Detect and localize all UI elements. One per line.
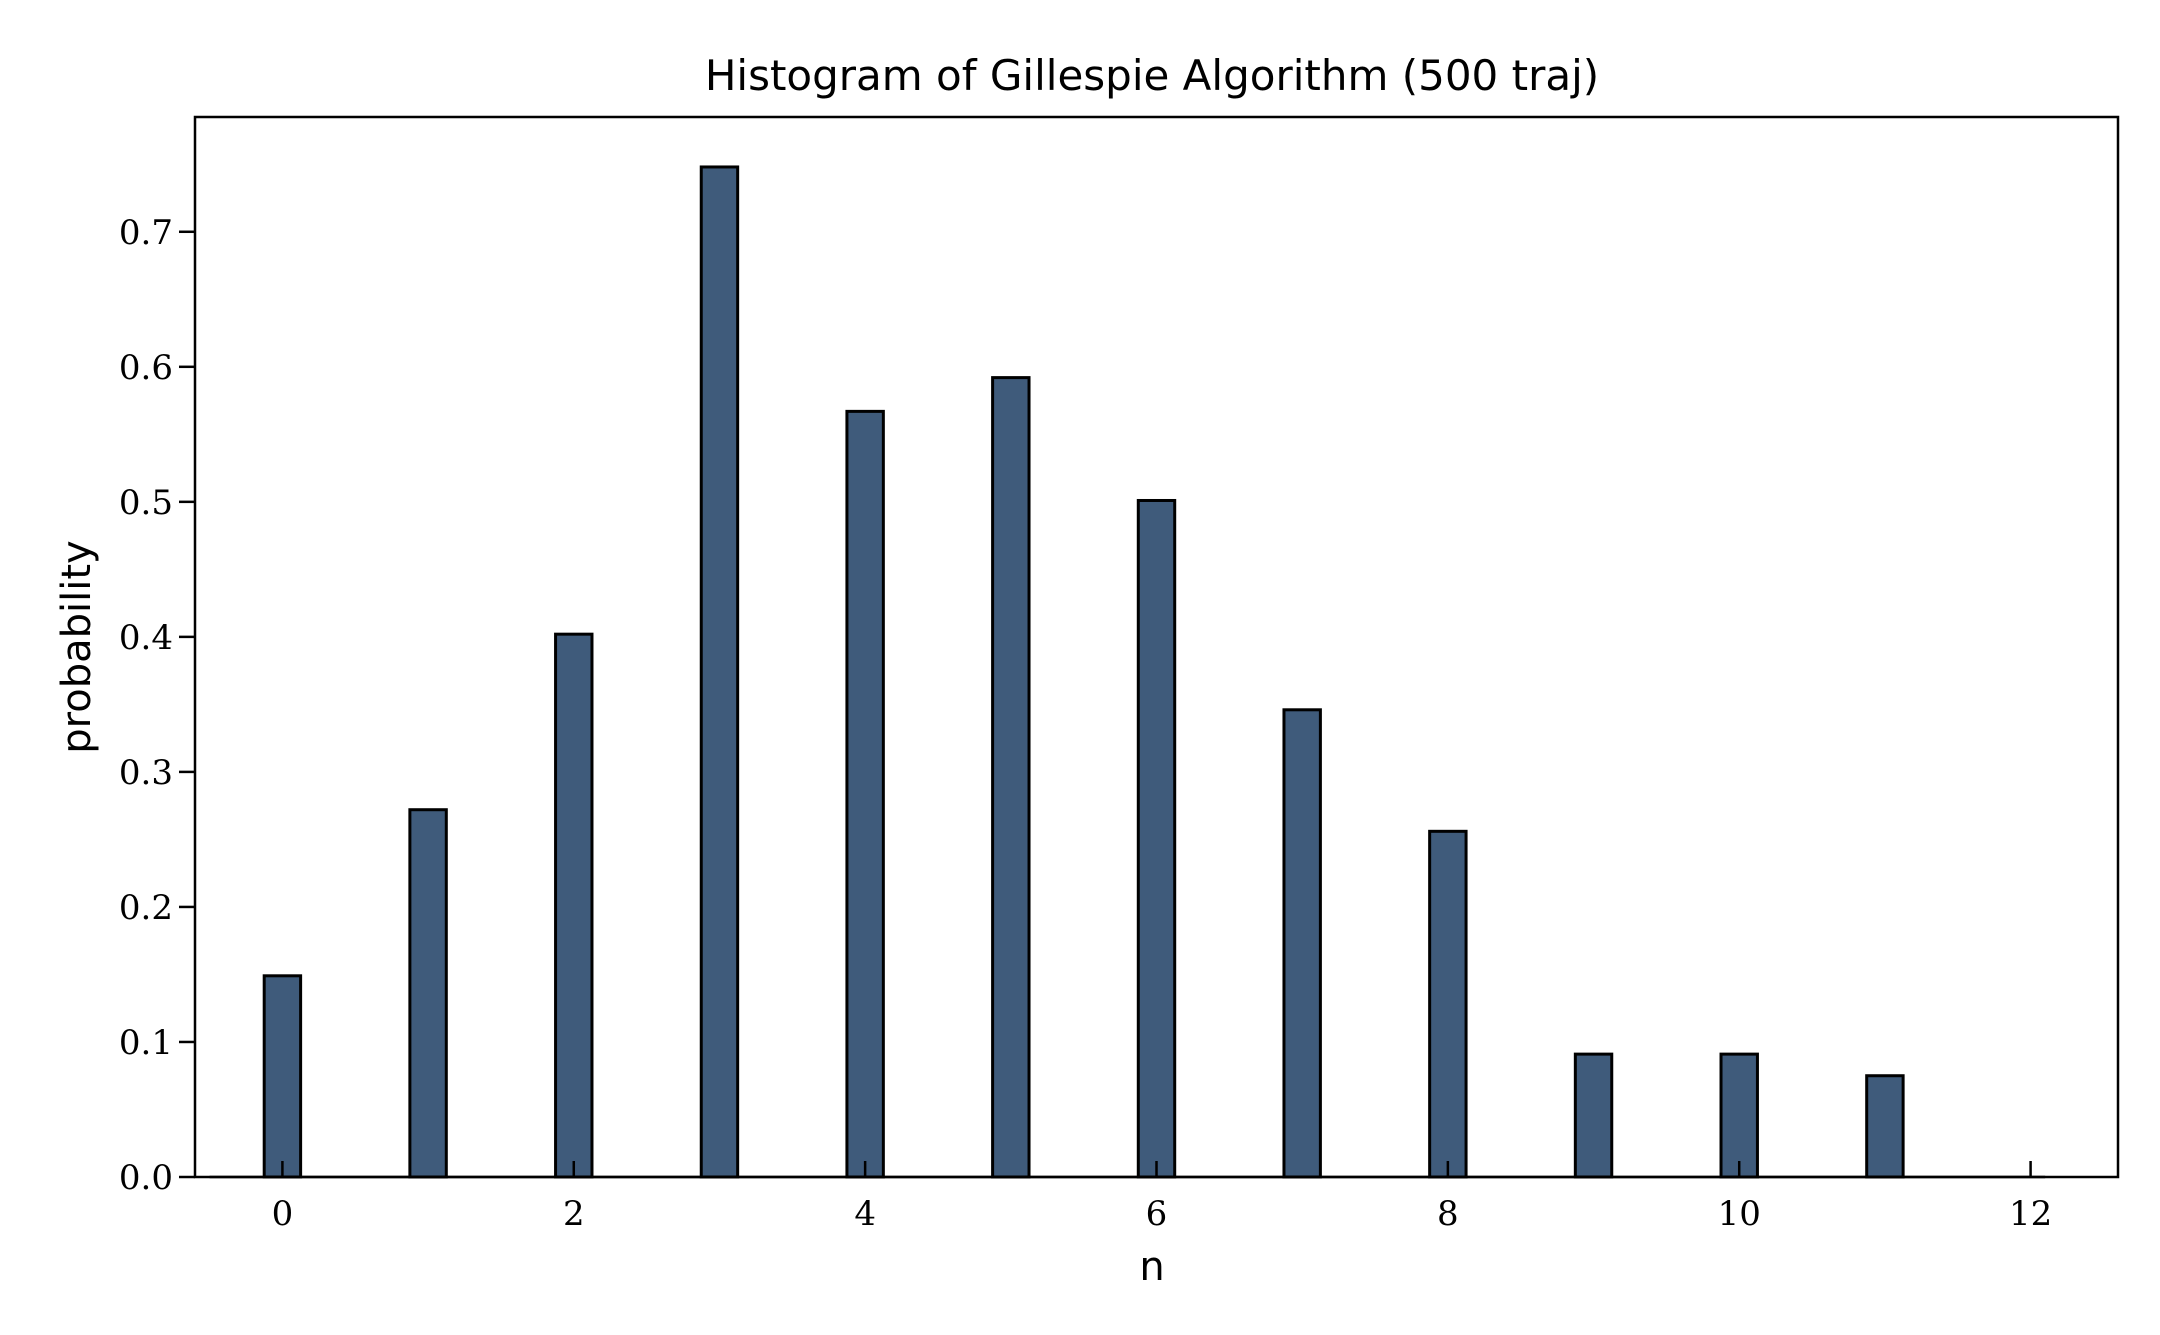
bars-group xyxy=(209,165,2046,1179)
x-tick-label: 2 xyxy=(563,1194,585,1234)
x-tick-label: 8 xyxy=(1437,1194,1459,1234)
plot-frame xyxy=(193,115,2120,1179)
histogram-bar xyxy=(1573,1052,1614,1179)
histogram-bar xyxy=(554,632,594,1179)
y-tick-label: 0.7 xyxy=(119,213,173,253)
x-tick-label: 6 xyxy=(1146,1194,1168,1234)
x-tick-label: 10 xyxy=(1718,1194,1761,1234)
y-tick-label: 0.6 xyxy=(119,348,173,388)
y-tick-label: 0.4 xyxy=(119,618,173,658)
histogram-bar xyxy=(262,974,303,1179)
histogram-bar xyxy=(1719,1052,1759,1179)
histogram-bar xyxy=(1865,1074,1905,1179)
histogram-bar xyxy=(1136,498,1177,1179)
x-tick-label: 12 xyxy=(2009,1194,2052,1234)
y-tick-label: 0.5 xyxy=(119,483,173,523)
y-axis-ticks: 0.0 0.1 0.2 0.3 0.4 0.5 0.6 0.7 xyxy=(119,213,195,1198)
histogram-bar xyxy=(1282,708,1322,1179)
x-axis-ticks: 0 2 4 6 8 10 12 xyxy=(272,1161,2052,1234)
histogram-bar xyxy=(1428,829,1468,1179)
y-tick-label: 0.1 xyxy=(119,1023,173,1063)
chart-title: Histogram of Gillespie Algorithm (500 tr… xyxy=(705,51,1599,100)
histogram-bar xyxy=(991,376,1031,1179)
y-tick-label: 0.2 xyxy=(119,888,173,928)
histogram-bar xyxy=(699,165,740,1179)
histogram-bar xyxy=(408,808,448,1179)
y-tick-label: 0.0 xyxy=(119,1158,173,1198)
y-tick-label: 0.3 xyxy=(119,753,173,793)
x-axis-label: n xyxy=(1139,1244,1164,1290)
y-axis-label: probability xyxy=(54,540,100,753)
x-tick-label: 4 xyxy=(854,1194,876,1234)
x-tick-label: 0 xyxy=(272,1194,294,1234)
histogram-bar xyxy=(845,409,885,1179)
